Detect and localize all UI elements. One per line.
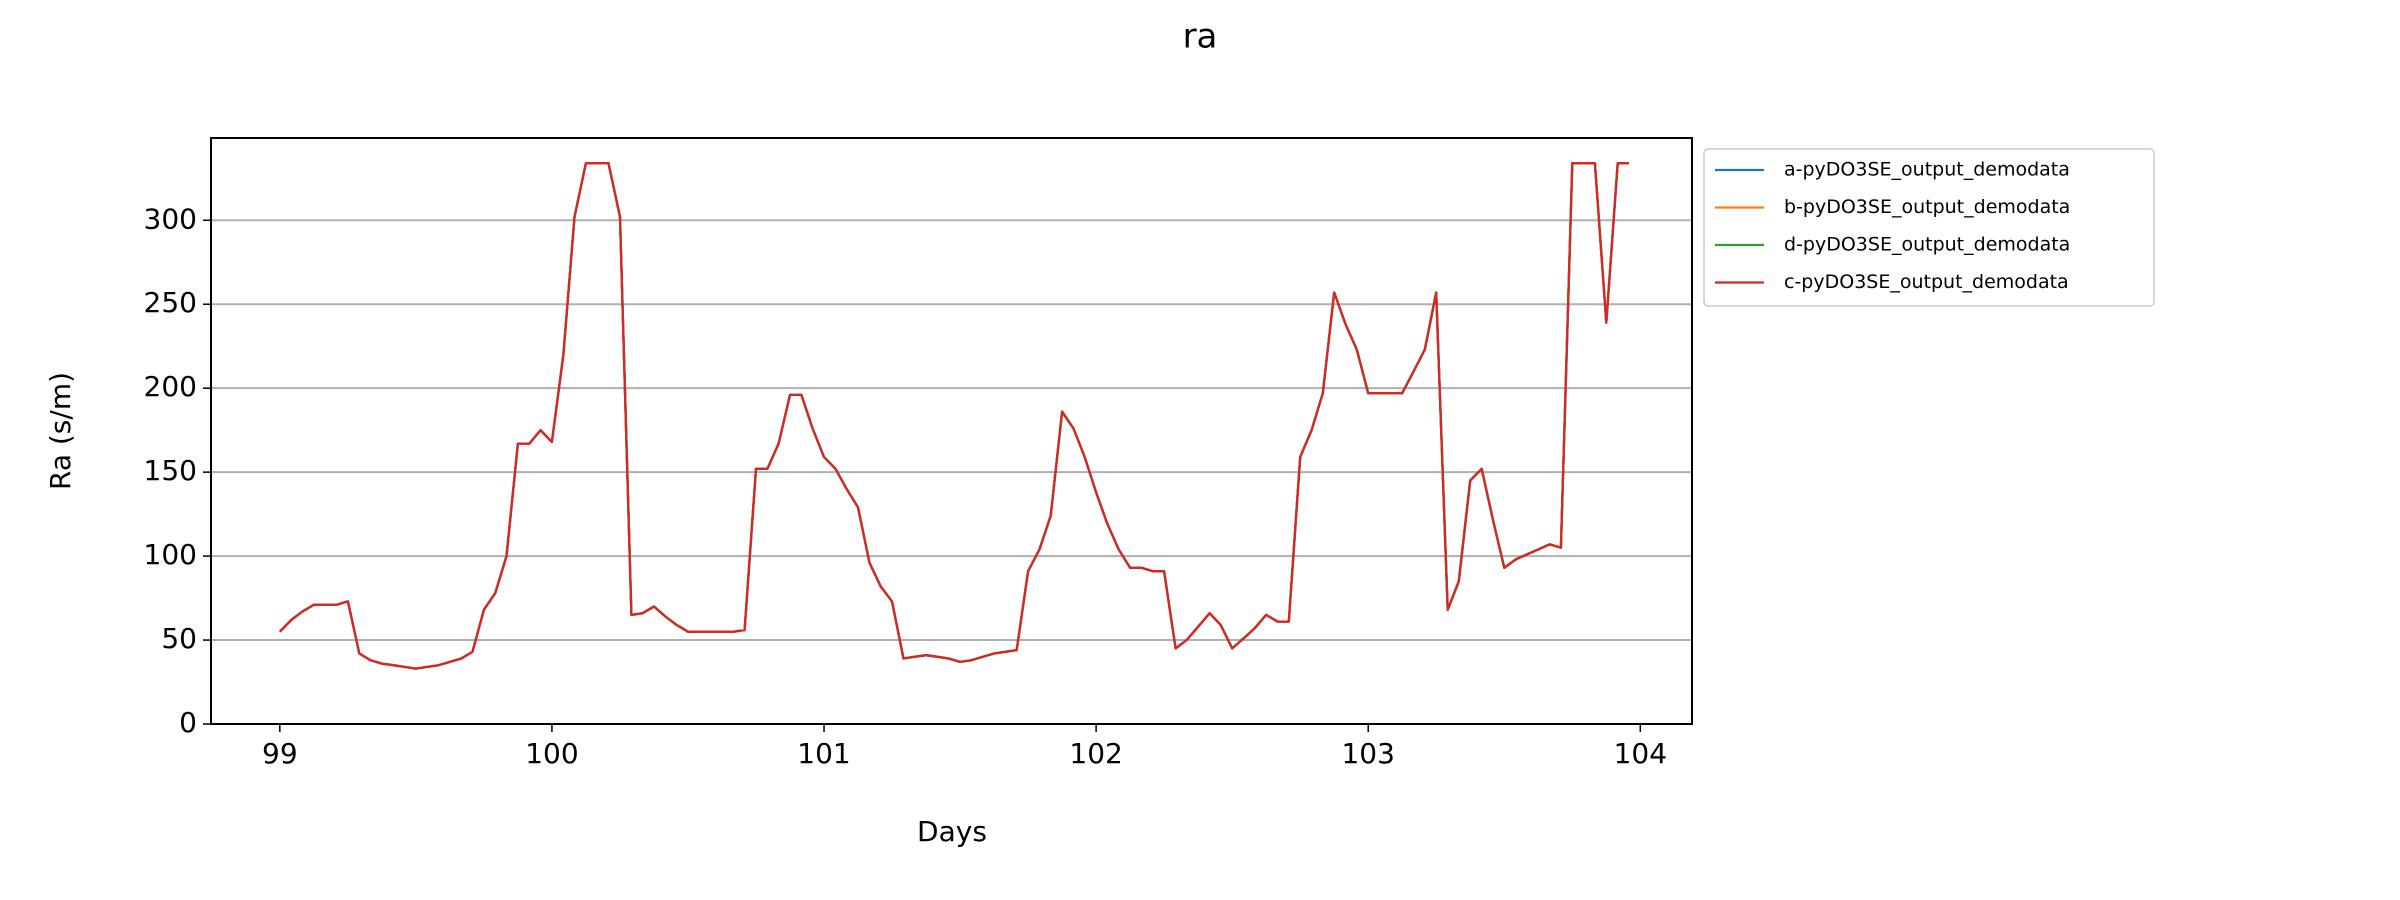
legend-label: b-pyDO3SE_output_demodata: [1784, 196, 2070, 218]
series-line: [278, 162, 1629, 670]
series-line: [278, 162, 1629, 670]
y-tick-label: 250: [144, 286, 197, 319]
x-tick-label: 102: [1069, 737, 1122, 770]
plot-frame: [210, 137, 1693, 725]
x-tick-label: 104: [1614, 737, 1667, 770]
legend-box: [1703, 148, 2155, 307]
x-tick-label: 103: [1341, 737, 1394, 770]
x-tick-label: 99: [262, 737, 298, 770]
x-tick-label: 101: [797, 737, 850, 770]
series-line: [278, 162, 1629, 670]
y-tick-label: 0: [179, 706, 197, 739]
series-line: [278, 162, 1629, 670]
y-tick-label: 50: [161, 622, 197, 655]
legend-label: a-pyDO3SE_output_demodata: [1784, 159, 2070, 181]
y-tick-label: 200: [144, 370, 197, 403]
y-tick-label: 100: [144, 538, 197, 571]
x-axis-label: Days: [917, 815, 987, 848]
x-tick-label: 100: [525, 737, 578, 770]
chart-title: ra: [1183, 17, 1218, 57]
y-tick-label: 150: [144, 454, 197, 487]
legend-label: c-pyDO3SE_output_demodata: [1784, 271, 2069, 293]
legend-label: d-pyDO3SE_output_demodata: [1784, 234, 2070, 256]
y-tick-label: 300: [144, 202, 197, 235]
y-axis-label: Ra (s/m): [44, 372, 77, 490]
